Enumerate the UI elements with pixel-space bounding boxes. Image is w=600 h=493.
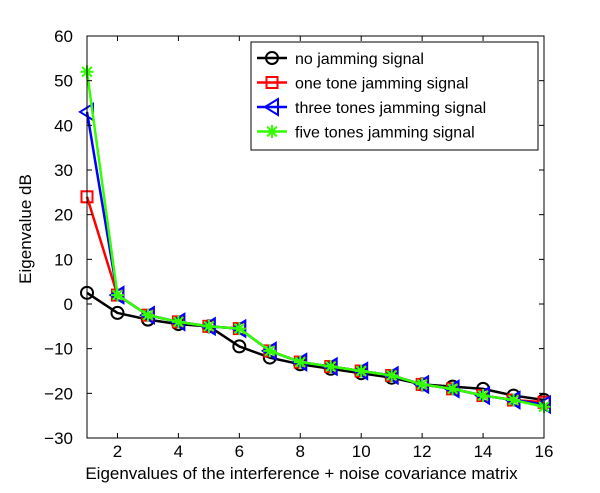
x-tick-label: 4 — [174, 442, 183, 461]
legend-label: five tones jamming signal — [295, 125, 475, 142]
data-point — [385, 368, 399, 382]
x-tick-label: 16 — [535, 442, 554, 461]
y-tick-label: 10 — [54, 250, 73, 269]
data-point — [141, 308, 155, 322]
data-point — [293, 355, 307, 369]
data-point — [263, 344, 277, 358]
data-point — [354, 364, 368, 378]
data-point — [324, 360, 338, 374]
data-point — [171, 315, 185, 329]
legend-item: one tone jamming signal — [257, 76, 468, 93]
legend-item: three tones jamming signal — [257, 97, 486, 117]
y-tick-label: 20 — [54, 206, 73, 225]
legend: no jamming signal one tone jamming signal… — [250, 41, 539, 151]
series-line — [85, 111, 545, 406]
data-point — [110, 288, 124, 302]
y-tick-label: 0 — [64, 295, 73, 314]
x-tick-label: 10 — [352, 442, 371, 461]
y-tick-label: −30 — [44, 429, 73, 448]
y-tick-label: 40 — [54, 116, 73, 135]
series-line — [85, 71, 545, 408]
y-axis-label: Eigenvalue dB — [16, 174, 35, 284]
y-tick-label: 60 — [54, 27, 73, 46]
data-point — [507, 393, 521, 407]
x-tick-label: 2 — [113, 442, 122, 461]
data-point — [232, 322, 246, 336]
legend-marker — [265, 51, 279, 65]
series-line — [85, 196, 545, 404]
series-line — [86, 291, 545, 402]
x-tick-label: 14 — [474, 442, 493, 461]
data-point — [202, 319, 216, 333]
series-square — [80, 190, 551, 409]
y-tick-label: −20 — [44, 384, 73, 403]
x-axis-label: Eigenvalues of the interference + noise … — [85, 464, 518, 483]
legend-marker — [265, 76, 279, 89]
y-tick-label: 50 — [54, 72, 73, 91]
y-tick-label: 30 — [54, 161, 73, 180]
series-layer — [78, 65, 551, 415]
x-tick-label: 6 — [235, 442, 244, 461]
legend-marker — [265, 125, 279, 138]
data-point — [476, 389, 490, 403]
data-point — [110, 305, 125, 320]
data-point — [446, 382, 460, 396]
x-tick-label: 8 — [296, 442, 305, 461]
ticks-layer: 2 4 6 8 10 12 14 16 −30 −20 −10 0 10 20 30 40 50 60 — [44, 27, 553, 461]
plot-frame — [86, 35, 545, 439]
x-tick-label: 12 — [413, 442, 432, 461]
legend-item: five tones jamming signal — [257, 125, 475, 142]
legend-item: no jamming signal — [257, 51, 424, 68]
legend-box — [250, 41, 539, 151]
data-point — [415, 377, 429, 391]
y-tick-label: −10 — [44, 340, 73, 359]
data-point — [232, 339, 247, 354]
legend-label: no jamming signal — [295, 51, 424, 68]
legend-label: one tone jamming signal — [295, 76, 468, 93]
legend-marker — [263, 97, 279, 117]
series-circle — [80, 285, 551, 408]
legend-label: three tones jamming signal — [295, 100, 486, 117]
